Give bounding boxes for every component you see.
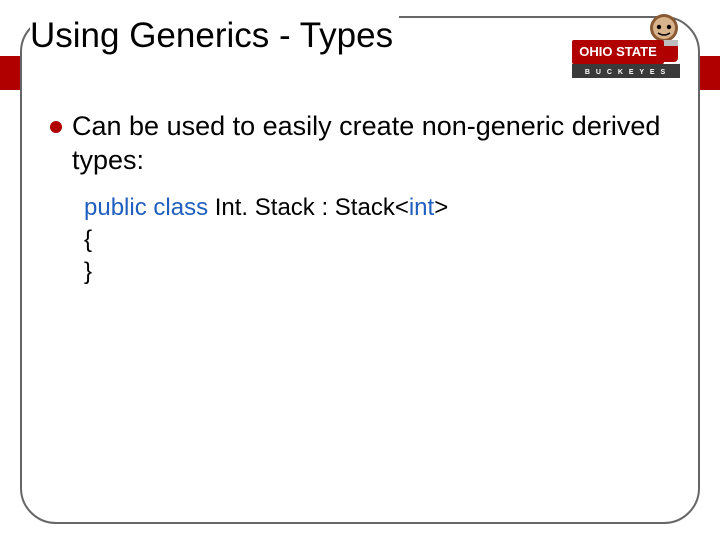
slide-title: Using Generics - Types (30, 16, 399, 56)
bullet-text: Can be used to easily create non-generic… (72, 110, 670, 178)
code-line: { (84, 224, 670, 256)
code-keyword: int (409, 194, 434, 221)
code-text: { (84, 226, 92, 253)
code-text: Int. Stack : Stack< (208, 194, 409, 221)
logo-text-bottom: B U C K E Y E S (585, 69, 667, 76)
code-line: public class Int. Stack : Stack<int> (84, 192, 670, 224)
ohio-state-logo: OHIO STATE B U C K E Y E S (570, 10, 690, 88)
content-area: Can be used to easily create non-generic… (50, 110, 670, 289)
code-keyword: class (153, 194, 208, 221)
code-block: public class Int. Stack : Stack<int>{} (84, 192, 670, 289)
code-line: } (84, 256, 670, 288)
code-text: } (84, 258, 92, 285)
code-text: > (434, 194, 448, 221)
bullet-item: Can be used to easily create non-generic… (50, 110, 670, 178)
logo-text-top: OHIO STATE (579, 44, 657, 59)
code-keyword: public (84, 194, 147, 221)
bullet-dot-icon (50, 121, 62, 133)
